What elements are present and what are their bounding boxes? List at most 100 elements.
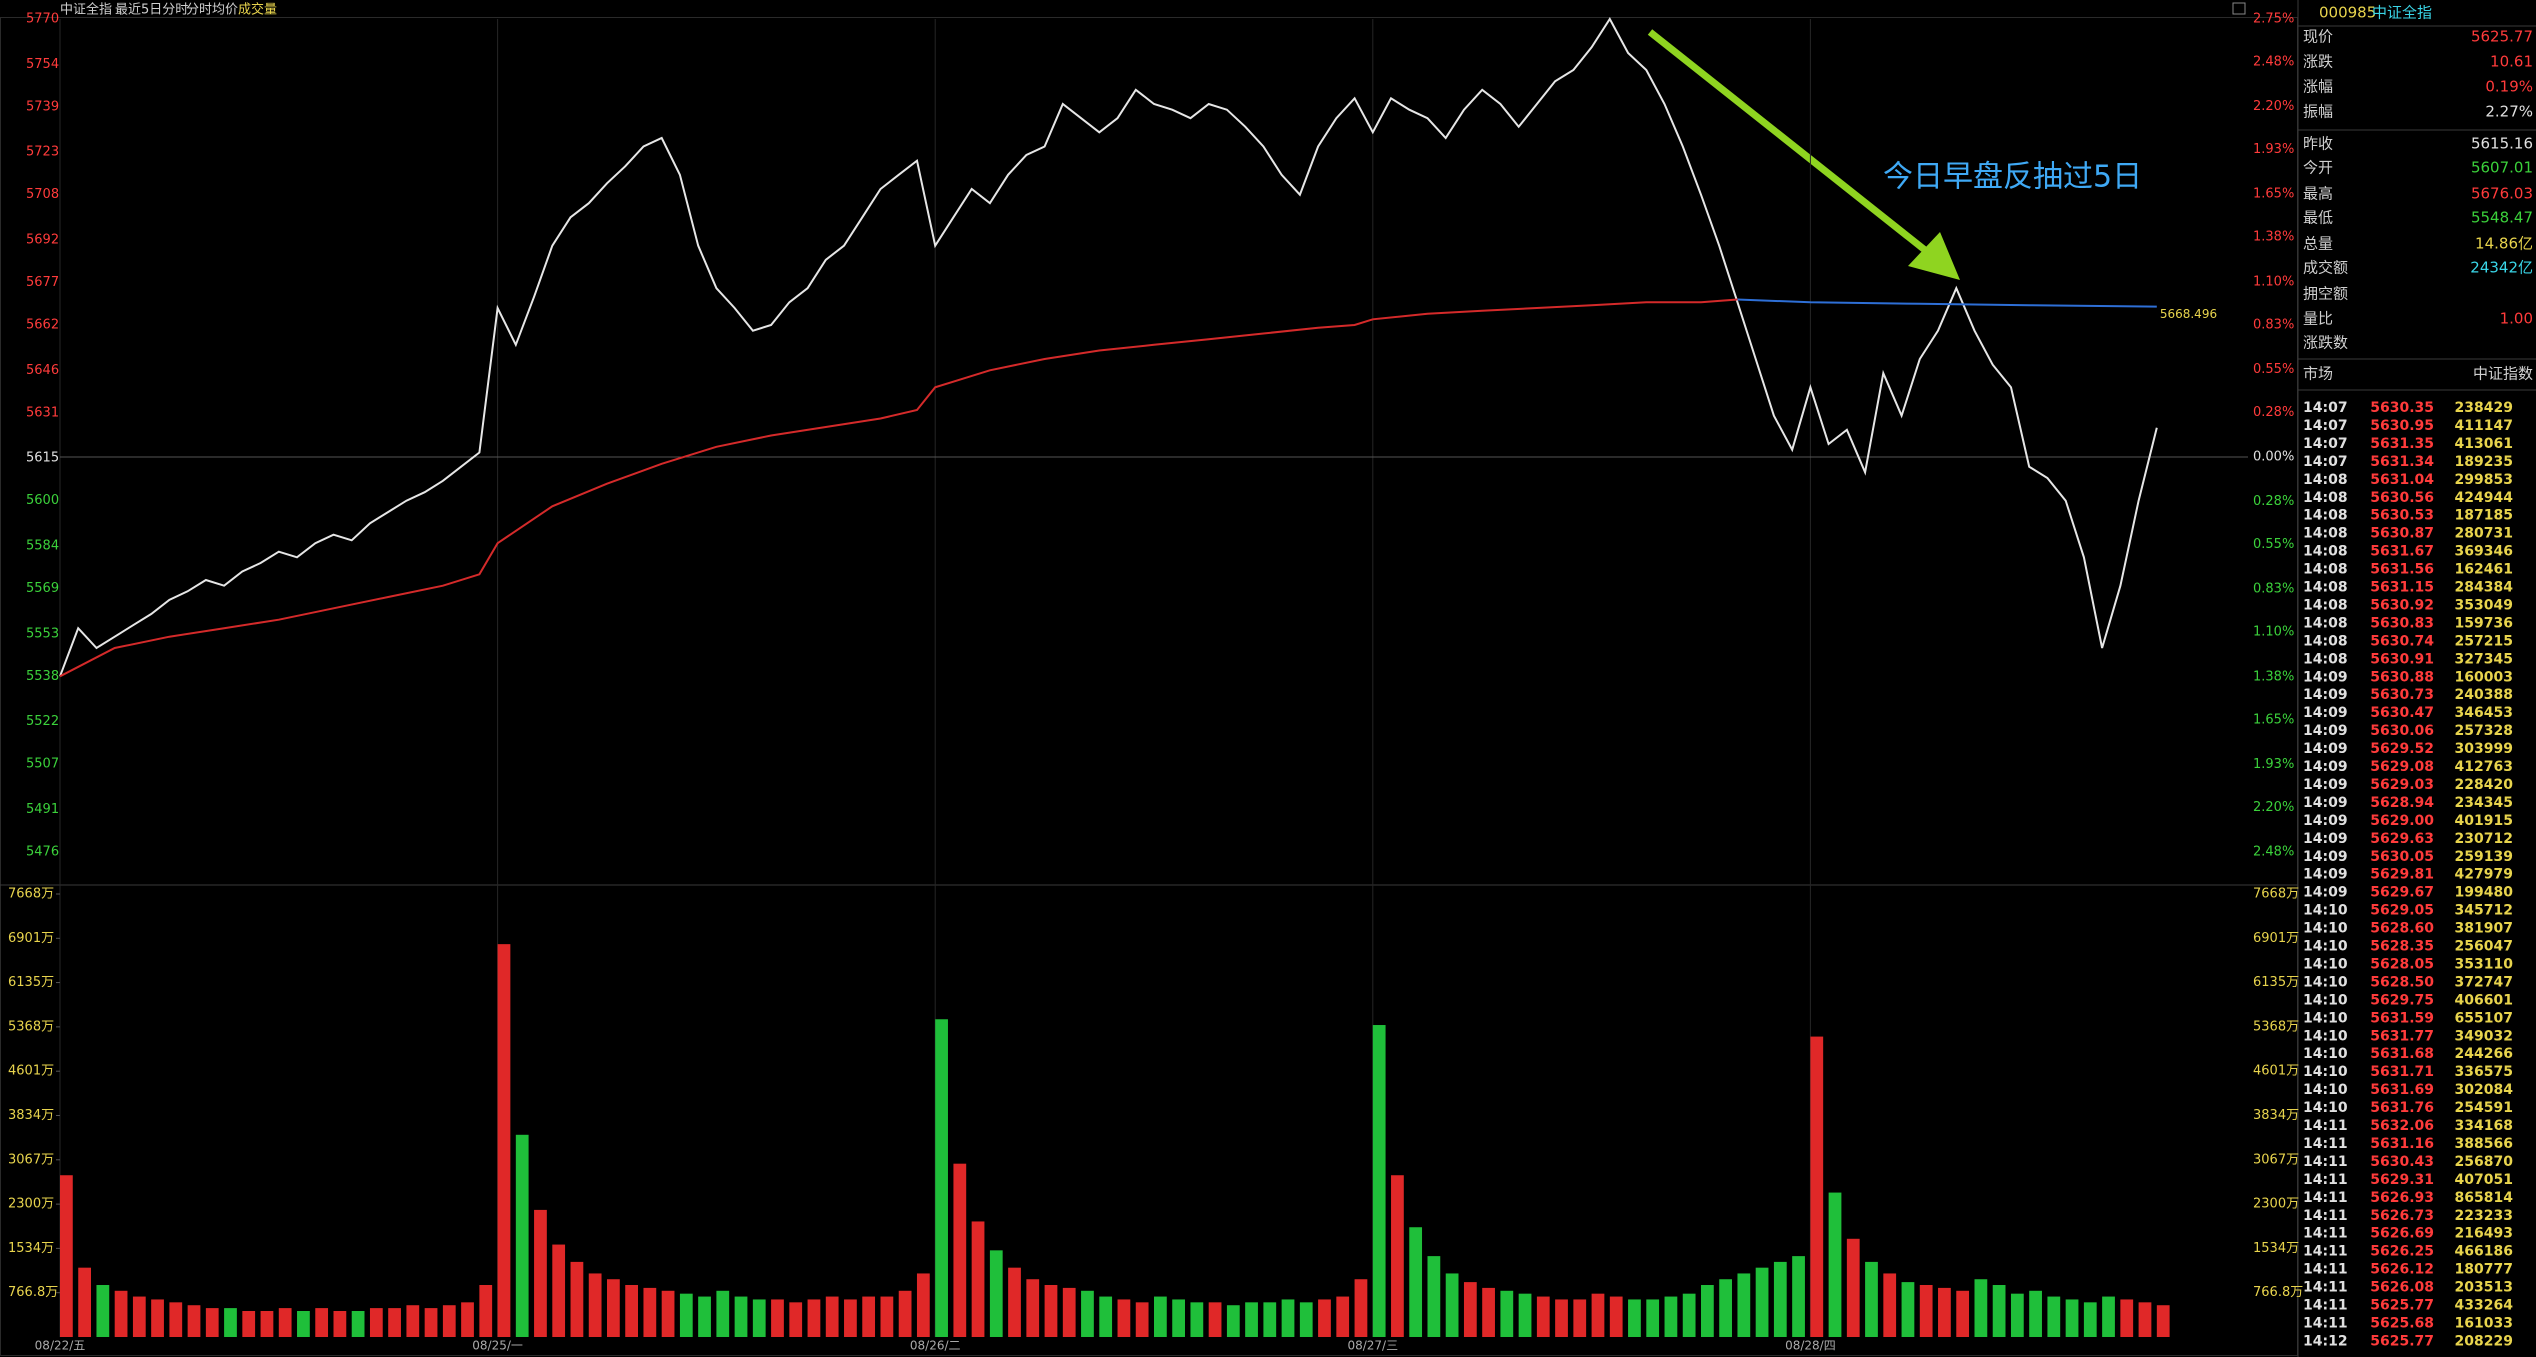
volume-tick-label: 1534万 [2253,1241,2299,1256]
trade-price: 5631.59 [2370,1010,2434,1026]
volume-bar [789,1302,803,1337]
trade-time: 14:09 [2303,885,2348,901]
trade-price: 5626.73 [2370,1208,2434,1224]
volume-bar [1536,1296,1550,1337]
trade-price: 5629.31 [2370,1172,2434,1188]
trade-volume: 280731 [2455,526,2513,542]
y-tick-label: 5739 [26,99,59,114]
volume-bar [1281,1299,1295,1337]
trade-price: 5626.08 [2370,1280,2434,1296]
trade-volume: 381907 [2455,921,2513,937]
volume-bar [187,1305,201,1337]
volume-bar [2029,1290,2042,1337]
trade-volume: 411147 [2455,418,2513,434]
volume-bar [2156,1305,2170,1337]
trade-time: 14:09 [2303,777,2348,793]
volume-bar [1354,1279,1368,1337]
trade-volume: 302084 [2455,1082,2514,1098]
trade-time: 14:10 [2303,939,2348,955]
volume-bar [2065,1299,2079,1337]
window-icon[interactable] [2232,2,2246,15]
trade-price: 5625.77 [2370,1298,2434,1314]
trade-price: 5626.69 [2370,1226,2434,1242]
y2-tick-label: 1.38% [2253,669,2294,684]
trade-time: 14:08 [2303,508,2348,524]
trade-header: 中证指数 [2473,365,2533,383]
trade-price: 5631.71 [2370,1064,2434,1080]
volume-bar [1318,1299,1331,1337]
trade-price: 5631.76 [2370,1100,2434,1116]
volume-bar [679,1293,693,1337]
quote-label: 拥空额 [2303,285,2348,303]
quote-value: 5548.47 [2471,209,2533,227]
volume-bar [953,1163,967,1337]
trade-time: 14:11 [2303,1315,2348,1331]
trade-time: 14:11 [2303,1208,2348,1224]
trade-time: 14:09 [2303,687,2348,703]
quote-label: 昨收 [2303,135,2333,153]
volume-bar [1190,1302,1204,1337]
trade-volume: 187185 [2455,508,2513,524]
trade-price: 5630.95 [2370,418,2434,434]
trade-volume: 199480 [2455,885,2514,901]
volume-bar [1883,1273,1897,1337]
volume-tick-label: 1534万 [8,1241,54,1256]
trade-time: 14:10 [2303,903,2348,919]
trade-price: 5631.35 [2370,436,2434,452]
volume-bar [1026,1279,1040,1337]
volume-bar [844,1299,857,1337]
volume-bar [1245,1302,1258,1337]
y-tick-label: 5491 [26,802,59,817]
volume-bar [1154,1296,1167,1337]
trade-price: 5630.53 [2370,508,2434,524]
trade-time: 14:09 [2303,813,2348,829]
trade-price: 5630.35 [2370,400,2434,416]
trade-volume: 208229 [2455,1333,2513,1349]
trade-price: 5625.77 [2370,1333,2434,1349]
quote-code: 000985 [2319,4,2376,22]
volume-bar [1974,1279,1988,1337]
volume-bar [1172,1299,1185,1337]
trade-volume: 244266 [2455,1046,2513,1062]
quote-label: 今开 [2303,159,2333,177]
trade-price: 5630.83 [2370,615,2434,631]
trade-volume: 865814 [2455,1190,2514,1206]
trade-volume: 427979 [2455,867,2513,883]
quote-label: 最低 [2303,209,2333,227]
trade-volume: 299853 [2455,472,2513,488]
volume-bar [2138,1302,2152,1337]
volume-bar [1518,1293,1532,1337]
volume-bar [1263,1302,1277,1337]
volume-bar [734,1296,748,1337]
volume-bar [369,1308,383,1337]
trade-time: 14:09 [2303,849,2348,865]
trade-time: 14:10 [2303,921,2348,937]
y-tick-label: 5584 [26,539,59,554]
trade-price: 5628.60 [2370,921,2434,937]
trade-volume: 228420 [2455,777,2514,793]
trade-price: 5630.06 [2370,723,2434,739]
volume-bar [242,1311,256,1337]
trade-time: 14:10 [2303,1064,2348,1080]
y2-tick-label: 2.48% [2253,55,2294,70]
y2-tick-label: 0.28% [2253,494,2294,509]
volume-tick-label: 3067万 [8,1152,54,1167]
volume-bar [1865,1261,1878,1337]
volume-bar [1500,1290,1514,1337]
y2-tick-label: 1.93% [2253,757,2294,772]
volume-bar [1719,1279,1732,1337]
volume-bar [1336,1296,1350,1337]
volume-bar [1846,1238,1860,1337]
volume-bar [1992,1285,2006,1337]
trade-volume: 254591 [2455,1100,2513,1116]
volume-bar [1062,1287,1076,1337]
trade-price: 5629.67 [2370,885,2434,901]
y-tick-label: 5476 [26,845,59,860]
volume-bar [1919,1285,1933,1337]
trade-price: 5629.81 [2370,867,2434,883]
y-tick-label: 5708 [26,187,59,202]
annotation: 今日早盘反抽过5日 [1883,160,2142,195]
trade-volume: 162461 [2455,562,2513,578]
volume-bar [989,1250,1003,1337]
